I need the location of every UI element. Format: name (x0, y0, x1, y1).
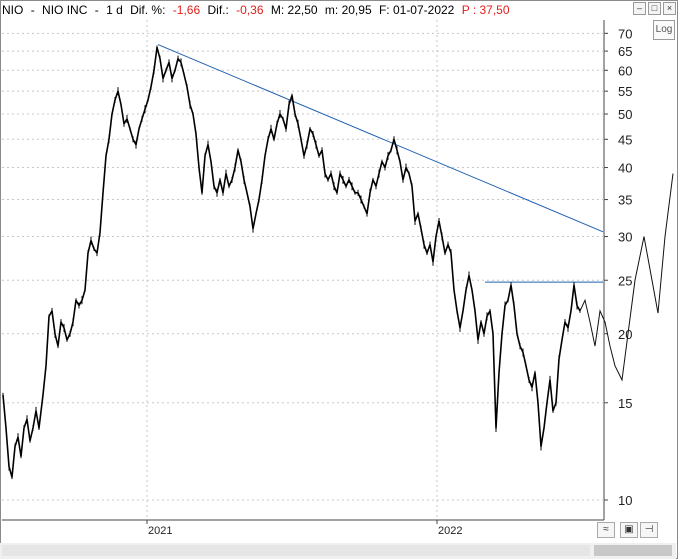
y-tick-label: 30 (618, 230, 632, 245)
x-axis-ticks: 2021 2022 (146, 520, 462, 537)
y-axis-ticks: 10 15 20 25 30 35 40 45 50 55 60 65 70 (604, 26, 632, 508)
window-controls: – □ × (633, 2, 676, 15)
x-tick-label: 2022 (438, 525, 462, 537)
projection-path (579, 173, 674, 382)
y-tick-label: 15 (618, 396, 632, 411)
separator: - (94, 3, 99, 17)
dif-pct-value: -1,66 (172, 3, 201, 17)
company-name: NIO INC (42, 3, 88, 17)
date-value: F: 01-07-2022 (378, 3, 455, 17)
y-tick-label: 20 (618, 327, 632, 342)
price-line (2, 46, 581, 478)
y-tick-label: 25 (618, 273, 632, 288)
y-tick-label: 40 (618, 161, 632, 176)
scroll-track[interactable] (2, 545, 590, 556)
chart-grid (2, 20, 605, 521)
y-tick-label: 45 (618, 132, 632, 147)
y-tick-label: 65 (618, 44, 632, 59)
period: 1 d (106, 3, 123, 17)
close-button[interactable]: × (663, 2, 676, 15)
dif-label: Dif.: (207, 3, 229, 17)
y-tick-label: 60 (618, 63, 632, 78)
x-tick-label: 2021 (148, 525, 172, 537)
y-tick-label: 55 (618, 84, 632, 99)
dif-value: -0,36 (236, 3, 264, 17)
horizontal-scrollbar[interactable] (0, 543, 676, 559)
maximize-button[interactable]: □ (648, 2, 661, 15)
symbol: NIO (2, 3, 24, 17)
scroll-thumb[interactable] (594, 545, 672, 556)
y-tick-label: 70 (618, 26, 632, 41)
projected-price: P : 37,50 (461, 3, 510, 17)
chart-header: NIO - NIO INC - 1 d Dif. %: -1,66 Dif.: … (2, 1, 514, 19)
y-tick-label: 50 (618, 107, 632, 122)
y-tick-label: 10 (618, 493, 632, 508)
downtrend-line (157, 44, 604, 233)
log-scale-button[interactable]: Log (653, 20, 675, 40)
chart-style-icon[interactable]: ≈ (597, 522, 615, 538)
chart-annotations (157, 44, 674, 382)
y-tick-label: 35 (618, 193, 632, 208)
minimize-button[interactable]: – (633, 2, 646, 15)
save-icon[interactable]: ▣ (620, 522, 638, 538)
max-value: M: 22,50 (270, 3, 318, 17)
min-value: m: 20,95 (324, 3, 372, 17)
price-series (2, 45, 581, 480)
separator: - (30, 3, 35, 17)
dif-pct-label: Dif. %: (130, 3, 166, 17)
pin-icon[interactable]: ⊣ (640, 522, 658, 538)
